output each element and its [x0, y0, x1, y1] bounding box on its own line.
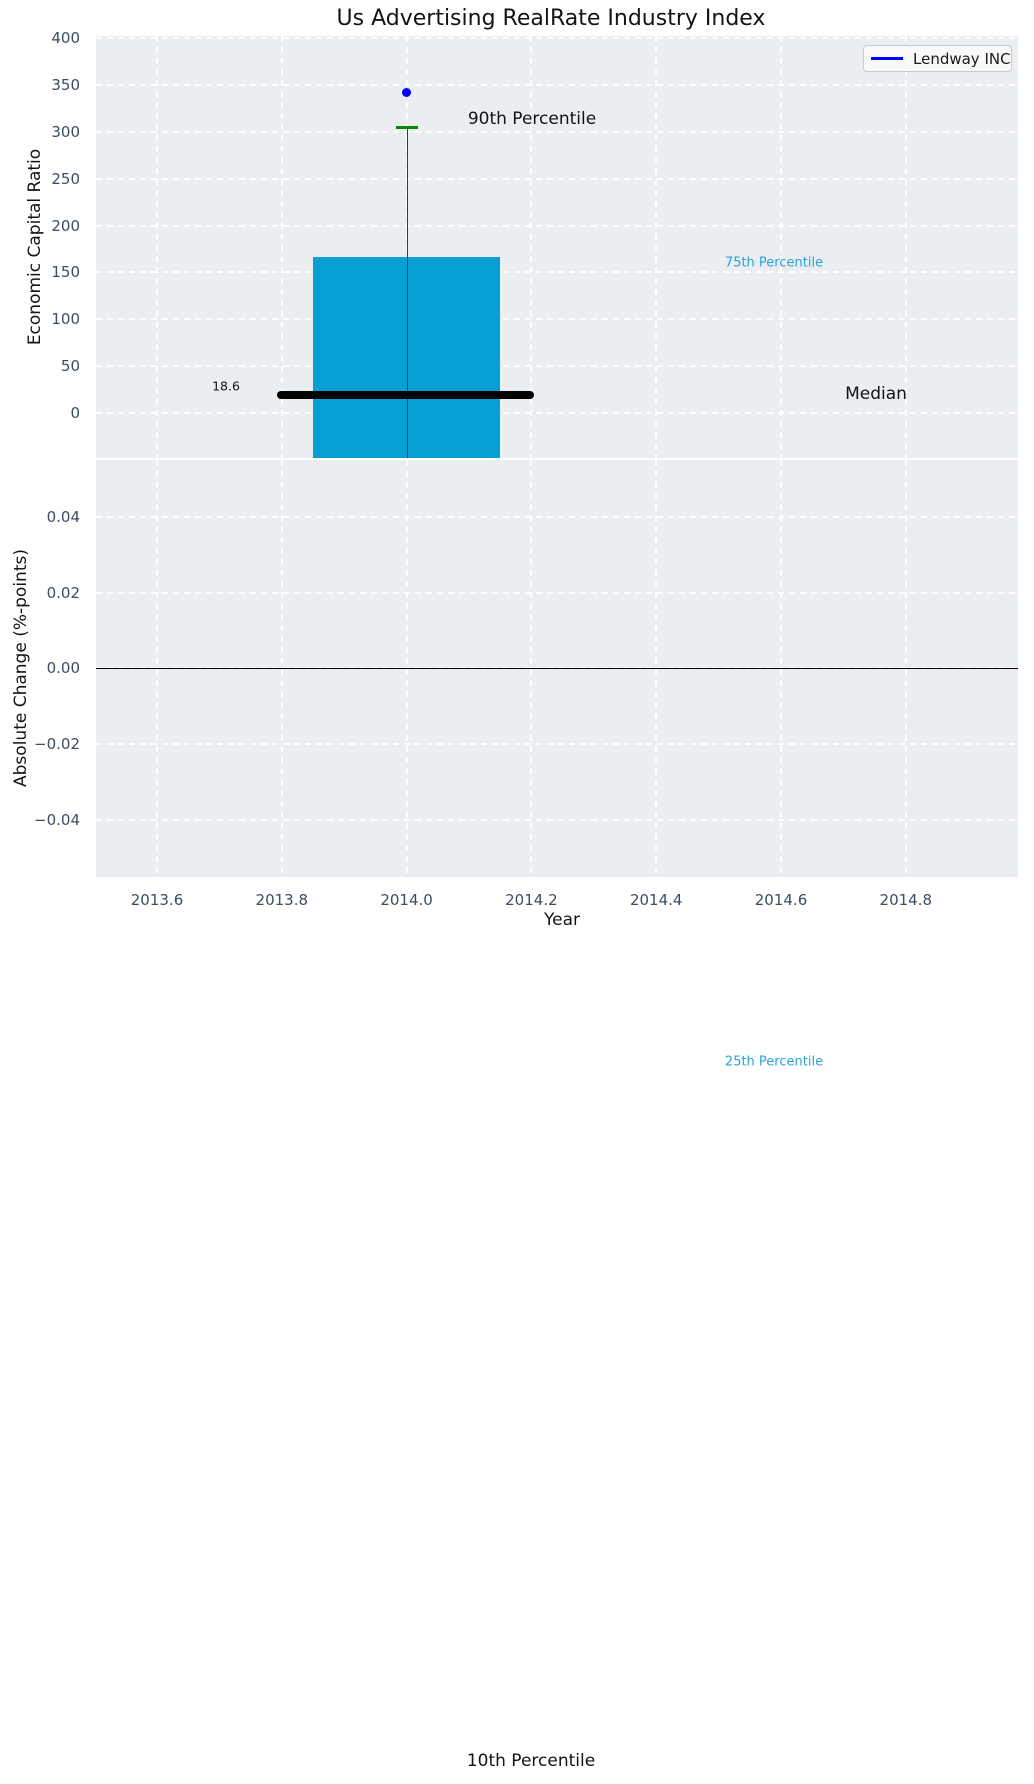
gridline-vertical [156, 36, 158, 458]
gridline-horizontal [96, 271, 1018, 274]
y-tick-label: −0.02 [34, 734, 80, 753]
gridline-horizontal [96, 591, 1018, 594]
gridline-horizontal [96, 742, 1018, 745]
p90-label: 90th Percentile [467, 109, 597, 129]
median-value-label: 18.6 [212, 378, 240, 394]
x-tick-label: 2013.8 [255, 891, 309, 909]
x-tick-label: 2013.6 [130, 891, 184, 909]
gridline-horizontal [96, 37, 1018, 40]
legend-line-sample [871, 57, 903, 60]
y-tick-label: 300 [51, 122, 80, 141]
whisker-line [406, 127, 408, 458]
p75-label: 75th Percentile [724, 255, 824, 271]
y-tick-label: 400 [51, 29, 80, 48]
y-tick-label: 50 [60, 356, 80, 375]
gridline-horizontal [96, 224, 1018, 227]
median-label: Median [845, 384, 907, 404]
y-tick-label: 350 [51, 76, 80, 95]
legend-label: Lendway INC [913, 49, 1011, 68]
y-tick-label: 0.02 [46, 583, 80, 602]
median-line [277, 391, 534, 400]
gridline-vertical [280, 36, 283, 458]
chart-title: Us Advertising RealRate Industry Index [336, 6, 766, 31]
gridline-vertical [904, 36, 907, 458]
legend: Lendway INC [863, 45, 1012, 72]
bottom-axes [96, 460, 1018, 877]
gridline-horizontal [96, 177, 1018, 180]
gridline-horizontal [96, 411, 1018, 414]
x-tick-label: 2014.4 [629, 891, 683, 909]
x-tick-label: 2014.8 [879, 891, 933, 909]
company-marker [402, 88, 412, 98]
gridline-horizontal [96, 130, 1018, 133]
gridline-horizontal [96, 516, 1018, 518]
y-tick-label: 200 [51, 216, 80, 235]
x-tick-label: 2014.2 [505, 891, 558, 909]
y-tick-label: 0 [70, 403, 80, 422]
p25-label: 25th Percentile [724, 1054, 824, 1070]
gridline-vertical [780, 36, 782, 458]
gridline-horizontal [96, 818, 1018, 821]
zero-line [96, 667, 1018, 670]
y-tick-label: 0.04 [46, 508, 80, 526]
gridline-vertical [530, 36, 533, 458]
y-tick-label: −0.04 [34, 810, 80, 829]
y-tick-label: 150 [51, 263, 80, 282]
x-axis-label: Year [544, 910, 580, 930]
y-tick-label: 100 [51, 310, 80, 329]
y-tick-label: 250 [51, 169, 80, 188]
gridline-horizontal [96, 318, 1018, 321]
p90-whisker-cap [395, 125, 418, 129]
x-tick-label: 2014.6 [754, 891, 808, 909]
p10-label: 10th Percentile [466, 1751, 596, 1771]
gridline-horizontal [96, 84, 1018, 87]
top-axes: Lendway INC [96, 36, 1018, 458]
gridline-horizontal [96, 364, 1018, 367]
x-tick-label: 2014.0 [380, 891, 433, 909]
gridline-vertical [655, 36, 658, 458]
y-tick-label: 0.00 [46, 659, 80, 678]
